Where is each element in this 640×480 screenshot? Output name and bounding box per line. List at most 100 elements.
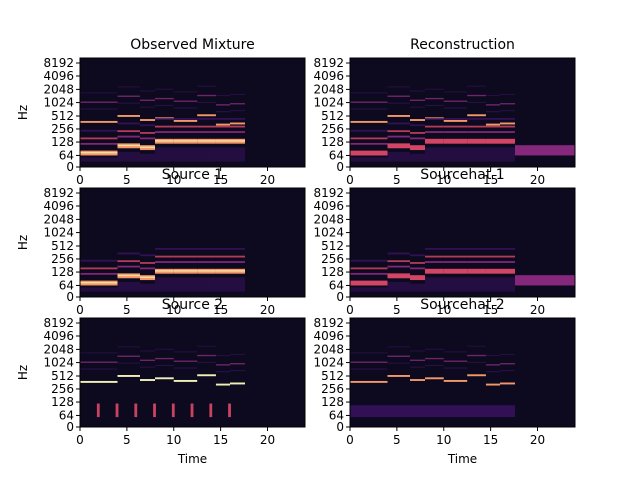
y-tick-label: 64 xyxy=(329,148,344,162)
bass-harmonic xyxy=(173,117,198,120)
bass-peak xyxy=(215,270,230,272)
harmonic-line xyxy=(425,88,444,90)
x-tick-label: 15 xyxy=(213,173,228,187)
bass-note xyxy=(410,145,425,151)
harmonic-line xyxy=(443,107,468,109)
bass-low xyxy=(155,147,174,162)
bass-harmonic xyxy=(387,252,410,255)
melody-note xyxy=(173,119,198,122)
harmonic-line xyxy=(485,104,500,106)
y-axis-label: Hz xyxy=(16,235,30,250)
y-tick-label: 0 xyxy=(66,160,74,174)
harmonic-line xyxy=(485,371,500,373)
x-tick-label: 0 xyxy=(76,303,84,317)
harmonic-line xyxy=(197,354,216,357)
x-tick-label: 0 xyxy=(76,173,84,187)
harmonic-line xyxy=(425,348,444,350)
melody-note xyxy=(443,119,468,122)
bass-harmonic xyxy=(173,125,198,128)
bass-low xyxy=(197,277,216,292)
y-tick-label: 1024 xyxy=(43,96,74,110)
bass-harmonic xyxy=(80,272,118,275)
bass-harmonic xyxy=(215,261,230,263)
panel-title: Source 1 xyxy=(162,167,223,183)
bass-low xyxy=(80,287,118,292)
bass-harmonic xyxy=(410,267,425,270)
melody-note xyxy=(410,379,425,381)
bass-harmonic xyxy=(140,262,155,264)
bass-note xyxy=(500,138,515,144)
bass-harmonic xyxy=(387,265,410,268)
harmonic-line xyxy=(155,348,174,350)
bass-note xyxy=(500,268,515,274)
bass-peak xyxy=(230,270,245,272)
harmonic-line xyxy=(230,110,245,112)
y-tick-label: 0 xyxy=(336,420,344,434)
bass-peak xyxy=(173,140,198,142)
x-tick-label: 0 xyxy=(76,433,84,447)
melody-note xyxy=(80,120,118,123)
bass-low xyxy=(425,147,444,162)
bass-harmonic xyxy=(410,132,425,134)
y-tick-label: 1024 xyxy=(43,356,74,370)
harmonic-line xyxy=(350,92,388,94)
bass-low xyxy=(387,151,410,162)
harmonic-line xyxy=(155,104,174,106)
x-tick-label: 15 xyxy=(483,303,498,317)
y-tick-label: 256 xyxy=(321,382,344,396)
harmonic-line xyxy=(485,355,500,357)
harmonic-line xyxy=(350,101,388,103)
x-tick-label: 10 xyxy=(166,173,181,187)
bass-peak xyxy=(230,140,245,142)
y-tick-label: 64 xyxy=(59,408,74,422)
bass-note xyxy=(387,273,410,279)
melody-note xyxy=(485,383,500,386)
harmonic-line xyxy=(485,95,500,97)
bass-low xyxy=(443,147,468,162)
bass-harmonic xyxy=(485,247,500,250)
bass-harmonic xyxy=(467,261,486,263)
melody-note xyxy=(425,377,444,380)
bass-peak xyxy=(117,144,140,147)
bass-harmonic xyxy=(140,137,155,140)
y-tick-label: 256 xyxy=(51,122,74,136)
harmonic-line xyxy=(485,111,500,113)
x-tick-label: 20 xyxy=(260,173,275,187)
bass-low xyxy=(467,147,486,162)
bass-harmonic xyxy=(387,130,410,133)
bass-harmonic xyxy=(467,117,486,120)
bass-peak xyxy=(80,152,118,154)
harmonic-line xyxy=(197,94,216,97)
harmonic-line xyxy=(155,364,174,366)
y-tick-label: 0 xyxy=(336,290,344,304)
harmonic-line xyxy=(467,345,486,347)
bass-harmonic xyxy=(350,272,388,275)
x-tick-label: 10 xyxy=(436,433,451,447)
bass-harmonic xyxy=(410,262,425,264)
harmonic-line xyxy=(410,106,425,108)
melody-note xyxy=(350,120,388,123)
bass-harmonic xyxy=(117,130,140,133)
bass-low xyxy=(173,147,198,162)
harmonic-line xyxy=(197,361,216,363)
harmonic-line xyxy=(350,352,388,354)
axes-frame xyxy=(349,57,576,168)
bass-harmonic xyxy=(500,247,515,250)
melody-note xyxy=(443,379,468,382)
harmonic-line xyxy=(197,345,216,347)
bass-peak xyxy=(117,274,140,277)
bass-harmonic xyxy=(197,255,216,258)
harmonic-line xyxy=(425,104,444,106)
bass-harmonic xyxy=(80,137,118,140)
bass-note xyxy=(425,268,444,274)
melody-note xyxy=(500,122,515,125)
bass-harmonic xyxy=(215,255,230,258)
panel-title: Reconstruction xyxy=(410,37,515,53)
bass-harmonic xyxy=(155,247,174,250)
bass-low xyxy=(230,277,245,292)
harmonic-line xyxy=(410,366,425,368)
harmonic-line xyxy=(410,90,425,92)
transient xyxy=(228,403,231,418)
